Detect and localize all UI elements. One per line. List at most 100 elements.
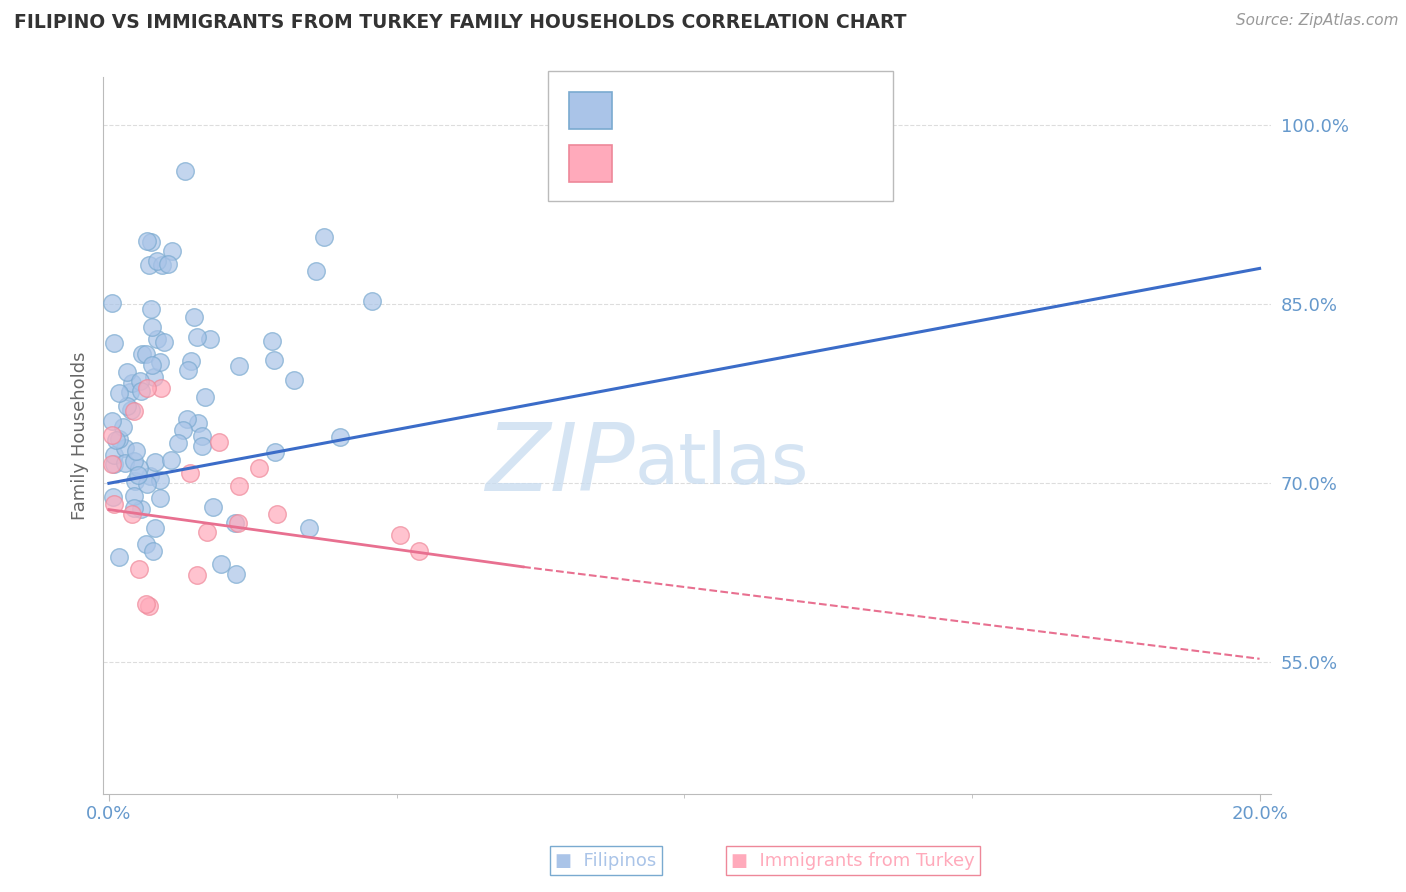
Point (141, 320, 163, 334)
Point (172, 424, 194, 438)
Text: FILIPINO VS IMMIGRANTS FROM TURKEY FAMILY HOUSEHOLDS CORRELATION CHART: FILIPINO VS IMMIGRANTS FROM TURKEY FAMIL… (14, 13, 907, 32)
Point (191, 439, 214, 453)
Point (100, 414, 122, 428)
Point (131, 347, 153, 361)
Point (224, 516, 246, 531)
Point (228, 479, 250, 493)
Point (103, 497, 125, 511)
Point (114, 456, 136, 470)
Point (263, 445, 285, 459)
Point (183, 310, 205, 324)
Point (145, 332, 167, 346)
Point (103, 448, 125, 462)
Point (209, 557, 232, 571)
Point (194, 390, 217, 404)
Point (225, 567, 247, 582)
Point (180, 353, 202, 368)
Point (186, 567, 208, 582)
Point (298, 521, 321, 535)
Point (177, 363, 200, 377)
Point (141, 359, 163, 373)
Point (114, 441, 136, 455)
Point (139, 235, 162, 249)
Point (120, 385, 142, 400)
Point (176, 411, 198, 425)
Point (263, 352, 285, 367)
Point (107, 432, 129, 446)
Point (150, 381, 173, 395)
Point (141, 301, 163, 316)
Point (124, 475, 146, 489)
Point (129, 375, 152, 389)
Point (124, 489, 146, 503)
Point (266, 508, 288, 522)
Point (191, 428, 214, 442)
Y-axis label: Family Households: Family Households (72, 351, 89, 520)
Point (179, 466, 201, 480)
Point (187, 416, 209, 430)
Text: R = -0.274   N = 20: R = -0.274 N = 20 (623, 154, 814, 172)
Point (115, 365, 138, 379)
Point (247, 461, 270, 475)
Point (101, 490, 124, 504)
Point (329, 430, 352, 444)
Point (149, 473, 172, 487)
Point (312, 230, 335, 244)
Point (127, 467, 149, 482)
Point (149, 355, 172, 369)
Point (143, 521, 166, 535)
Point (208, 435, 231, 450)
Text: Source: ZipAtlas.com: Source: ZipAtlas.com (1236, 13, 1399, 29)
Point (146, 253, 169, 268)
Point (104, 434, 127, 448)
Point (305, 264, 328, 278)
Point (139, 469, 162, 483)
Point (117, 399, 139, 413)
Point (202, 500, 225, 514)
Text: ■  Immigrants from Turkey: ■ Immigrants from Turkey (731, 852, 974, 870)
Point (156, 257, 179, 271)
Text: R =  0.259   N = 80: R = 0.259 N = 80 (623, 102, 814, 120)
Point (138, 258, 160, 272)
Point (125, 444, 148, 458)
Point (129, 501, 152, 516)
Point (150, 258, 173, 272)
Point (101, 427, 124, 442)
Point (174, 164, 197, 178)
Point (361, 294, 384, 309)
Point (120, 402, 142, 417)
Point (136, 234, 159, 248)
Point (262, 334, 284, 348)
Point (121, 376, 143, 390)
Point (136, 381, 159, 395)
Point (145, 455, 167, 469)
Point (408, 544, 430, 558)
Text: ZIP: ZIP (485, 418, 634, 509)
Point (149, 491, 172, 505)
Point (135, 597, 157, 611)
Point (160, 452, 183, 467)
Point (100, 457, 122, 471)
Point (135, 537, 157, 551)
Point (226, 516, 249, 530)
Point (198, 332, 221, 346)
Point (186, 330, 208, 344)
Point (135, 476, 157, 491)
Point (100, 296, 122, 310)
Point (167, 436, 190, 450)
Point (128, 562, 150, 576)
Point (111, 420, 134, 434)
Point (142, 370, 165, 384)
Point (283, 373, 305, 387)
Point (195, 525, 218, 540)
Point (124, 453, 146, 467)
Point (124, 404, 146, 418)
Point (103, 335, 125, 350)
Point (142, 544, 165, 558)
Point (122, 500, 145, 515)
Point (103, 457, 125, 471)
Point (228, 359, 250, 373)
Point (162, 244, 184, 258)
Point (152, 334, 174, 349)
Point (108, 550, 131, 565)
